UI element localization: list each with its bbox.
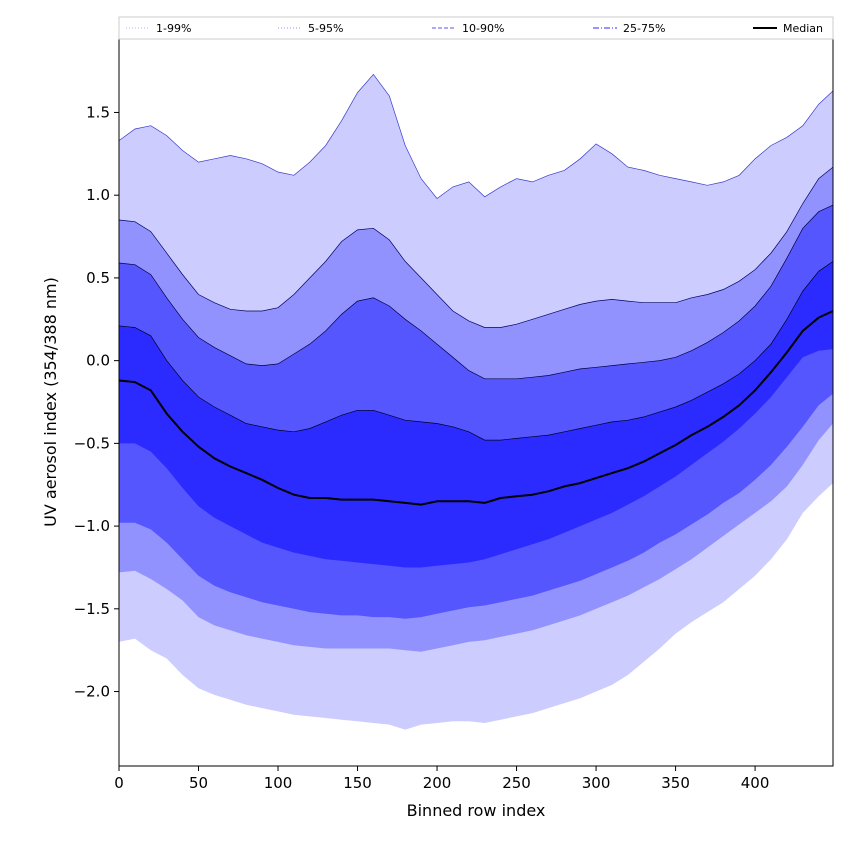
x-tick-label: 50 [189, 774, 208, 792]
y-tick-label: −1.5 [74, 600, 110, 618]
median-line [118, 310, 834, 506]
y-tick-label: 0.0 [86, 352, 110, 370]
x-tick-label: 200 [423, 774, 452, 792]
y-tick-label: −1.0 [74, 517, 110, 535]
x-tick-label: 400 [741, 774, 770, 792]
legend-label: Median [783, 22, 823, 35]
legend: 1-99% 5-95% 10-90% 25-75% Median [118, 16, 834, 40]
legend-label: 25-75% [623, 22, 665, 35]
confidence-bands [118, 73, 834, 730]
y-tick-label: 1.5 [86, 103, 110, 121]
x-tick-label: 100 [264, 774, 293, 792]
x-tick-label: 0 [114, 774, 124, 792]
legend-frame [118, 16, 834, 40]
x-tick-label: 300 [582, 774, 611, 792]
x-tick-label: 150 [343, 774, 372, 792]
band-1-99-upper-edge [118, 73, 834, 199]
legend-label: 1-99% [156, 22, 191, 35]
band-5-95-upper-edge [118, 166, 834, 328]
y-tick-label: −2.0 [74, 683, 110, 701]
band-10-90-upper-edge [118, 204, 834, 380]
band-25-75-area [119, 261, 833, 568]
y-axis-label: UV aerosol index (354/388 nm) [41, 277, 60, 527]
legend-label: 5-95% [308, 22, 343, 35]
x-axis-label: Binned row index [407, 801, 546, 820]
x-tick-label: 250 [502, 774, 531, 792]
band-25-75-upper-edge [118, 261, 834, 441]
x-axis: 0 50 100 150 200 250 300 350 400 [114, 766, 769, 792]
y-tick-label: −0.5 [74, 434, 110, 452]
y-axis: −2.0 −1.5 −1.0 −0.5 0.0 0.5 1.0 1.5 [74, 103, 119, 701]
median-line-group [118, 310, 834, 506]
y-tick-label: 0.5 [86, 269, 110, 287]
y-tick-label: 1.0 [86, 186, 110, 204]
x-tick-label: 350 [661, 774, 690, 792]
legend-label: 10-90% [462, 22, 504, 35]
